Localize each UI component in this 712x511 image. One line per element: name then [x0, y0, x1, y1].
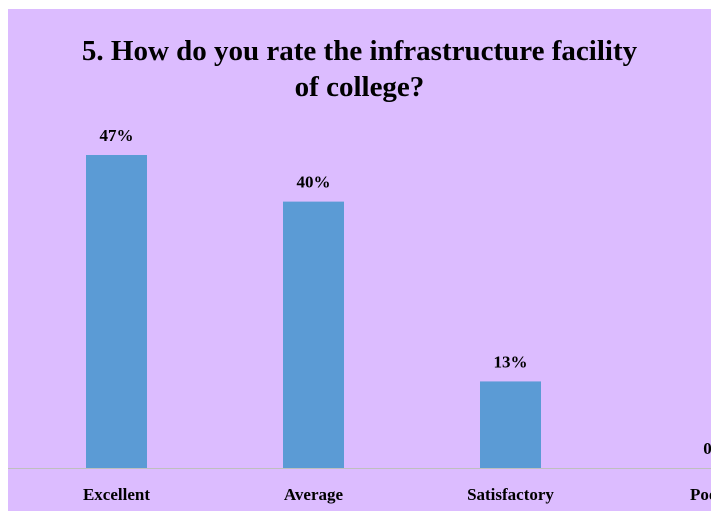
tick-label-poor: Poor [690, 485, 711, 504]
chart-title: 5. How do you rate the infrastructure fa… [8, 33, 711, 105]
bar-satisfactory [480, 381, 541, 468]
tick-label-excellent: Excellent [83, 485, 150, 504]
tick-label-average: Average [284, 485, 344, 504]
bar-average [283, 201, 344, 469]
chart-frame: 5. How do you rate the infrastructure fa… [8, 9, 711, 511]
data-label-satisfactory: 13% [494, 352, 528, 371]
data-label-excellent: 47% [100, 126, 134, 145]
data-label-poor: 0 [703, 439, 711, 458]
tick-label-satisfactory: Satisfactory [467, 485, 554, 504]
bar-plot: 47% Excellent 40% Average 13% Satisfactory 0 Po… [8, 126, 711, 504]
chart-title-line-2: of college? [294, 71, 425, 103]
chart-title-line-1: 5. How do you rate the infrastructure fa… [81, 35, 638, 67]
bar-excellent [86, 155, 147, 468]
data-label-average: 40% [297, 173, 331, 192]
